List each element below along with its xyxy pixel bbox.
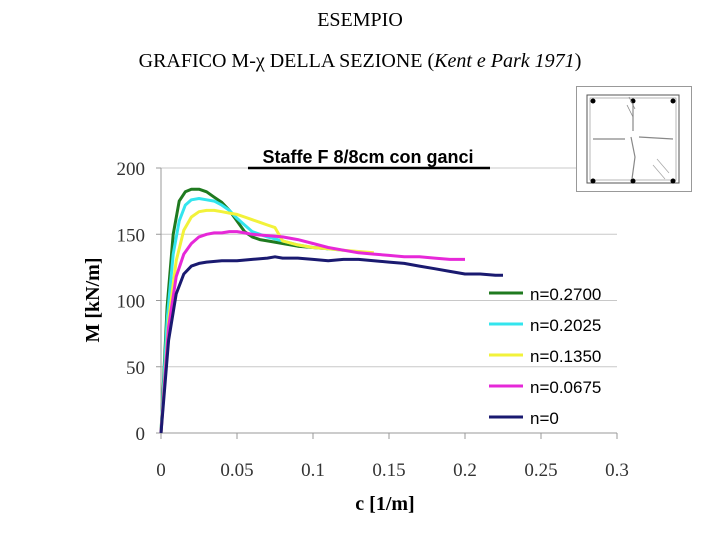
rebar-bottom-left [590, 178, 596, 184]
hook-bottom [652, 158, 670, 180]
x-tick-label: 0.25 [524, 460, 557, 481]
page-title-line-1: ESEMPIO [0, 9, 720, 32]
cross-section-diagram [576, 86, 692, 192]
legend-label: n=0.2700 [530, 285, 601, 304]
series-lines [159, 187, 503, 434]
chart-title: Staffe F 8/8cm con ganci [262, 147, 473, 167]
series-line [159, 208, 374, 434]
x-tick-label: 0.15 [372, 460, 405, 481]
rebar-bottom-right [670, 178, 676, 184]
y-tick-label: 200 [117, 159, 146, 180]
legend-label: n=0 [530, 409, 559, 428]
tie-horizontal [593, 136, 674, 140]
title-prefix: GRAFICO M-χ DELLA SEZIONE ( [138, 50, 435, 72]
axes: 0 50 100 150 200 0 0.05 0.1 0.15 0.2 0.25 0.3 [117, 159, 629, 481]
legend: n=0.2700 n=0.2025 n=0.1350 n=0.0675 n=0 [489, 285, 601, 428]
title-suffix: ) [574, 50, 582, 72]
page-title-text: ESEMPIO [317, 9, 403, 31]
x-axis-label: c [1/m] [355, 493, 414, 515]
y-axis-label: M [kN/m] [82, 258, 104, 343]
grid-lines [161, 167, 617, 368]
y-tick-label: 50 [126, 358, 145, 379]
y-tick-label: 0 [136, 424, 146, 445]
legend-label: n=0.1350 [530, 347, 601, 366]
y-tick-label: 100 [117, 292, 146, 313]
cross-section-drawing [586, 94, 680, 184]
y-tick-label: 150 [117, 225, 146, 246]
rebar-top-left [590, 98, 596, 104]
x-tick-label: 0 [156, 460, 166, 481]
rebar-top-right [670, 98, 676, 104]
x-tick-label: 0.3 [605, 460, 629, 481]
x-tick-label: 0.2 [453, 460, 477, 481]
series-line [159, 230, 465, 434]
legend-label: n=0.0675 [530, 378, 601, 397]
page-title-line-2: GRAFICO M-χ DELLA SEZIONE (Kent e Park 1… [0, 50, 720, 73]
x-tick-label: 0.05 [220, 460, 253, 481]
rebar-bottom-center [630, 178, 636, 184]
series-line [159, 255, 503, 434]
legend-label: n=0.2025 [530, 316, 601, 335]
axis-labels: Staffe F 8/8cm con ganci M [kN/m] c [1/m] [82, 147, 490, 515]
x-tick-label: 0.1 [301, 460, 325, 481]
title-citation: Kent e Park 1971 [434, 50, 575, 72]
hook-top [626, 96, 636, 118]
